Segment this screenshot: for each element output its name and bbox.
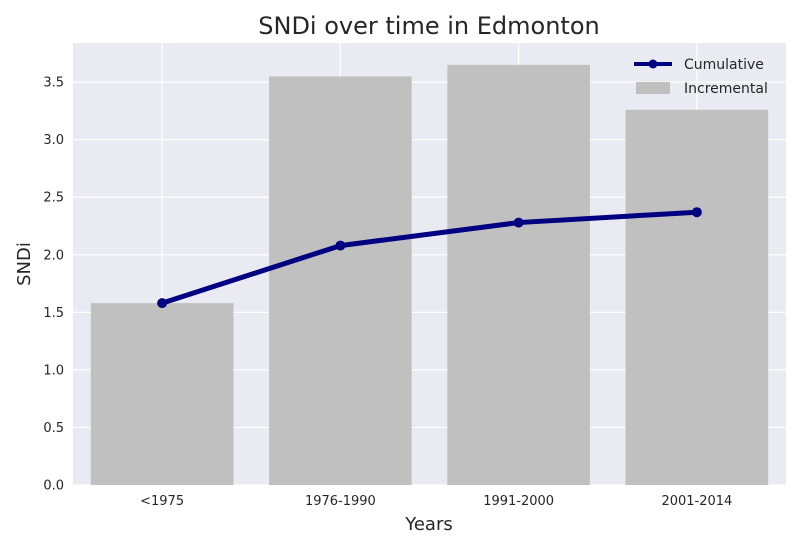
- line-cumulative: [159, 209, 700, 306]
- y-tick-label: 1.0: [43, 363, 64, 378]
- y-axis-ticks: 0.0 0.5 1.0 1.5 2.0 2.5 3.0 3.5: [43, 76, 64, 494]
- point-cumulative: [157, 298, 168, 309]
- y-tick-label: 3.0: [43, 133, 64, 148]
- y-tick-label: 1.5: [43, 306, 64, 321]
- bar-incremental: [447, 64, 590, 486]
- y-tick-label: 3.5: [43, 76, 64, 91]
- legend-incremental-label: Incremental: [684, 81, 768, 97]
- chart-title: SNDi over time in Edmonton: [258, 12, 599, 40]
- point-cumulative: [513, 217, 524, 228]
- legend-cumulative-swatch-marker: [648, 59, 658, 69]
- legend-incremental-swatch: [636, 82, 670, 94]
- bar-series: [90, 64, 769, 486]
- legend: Cumulative Incremental: [634, 57, 768, 97]
- y-tick-label: 0.5: [43, 421, 64, 436]
- y-tick-label: 0.0: [43, 479, 64, 494]
- y-tick-label: 2.0: [43, 248, 64, 263]
- x-axis-title: Years: [404, 514, 453, 535]
- bar-incremental: [269, 76, 412, 485]
- line-series: [157, 207, 702, 309]
- y-tick-label: 2.5: [43, 191, 64, 206]
- x-axis-ticks: <1975 1976-1990 1991-2000 2001-2014: [140, 494, 732, 509]
- x-tick-label: 2001-2014: [661, 494, 732, 509]
- x-tick-label: 1991-2000: [483, 494, 554, 509]
- y-axis-title: SNDi: [14, 242, 35, 286]
- bar-incremental: [90, 303, 234, 485]
- legend-cumulative-label: Cumulative: [684, 57, 764, 73]
- x-tick-label: 1976-1990: [305, 494, 376, 509]
- x-tick-label: <1975: [140, 494, 184, 509]
- bar-incremental: [625, 109, 769, 486]
- point-cumulative: [335, 240, 346, 251]
- point-cumulative: [691, 207, 702, 218]
